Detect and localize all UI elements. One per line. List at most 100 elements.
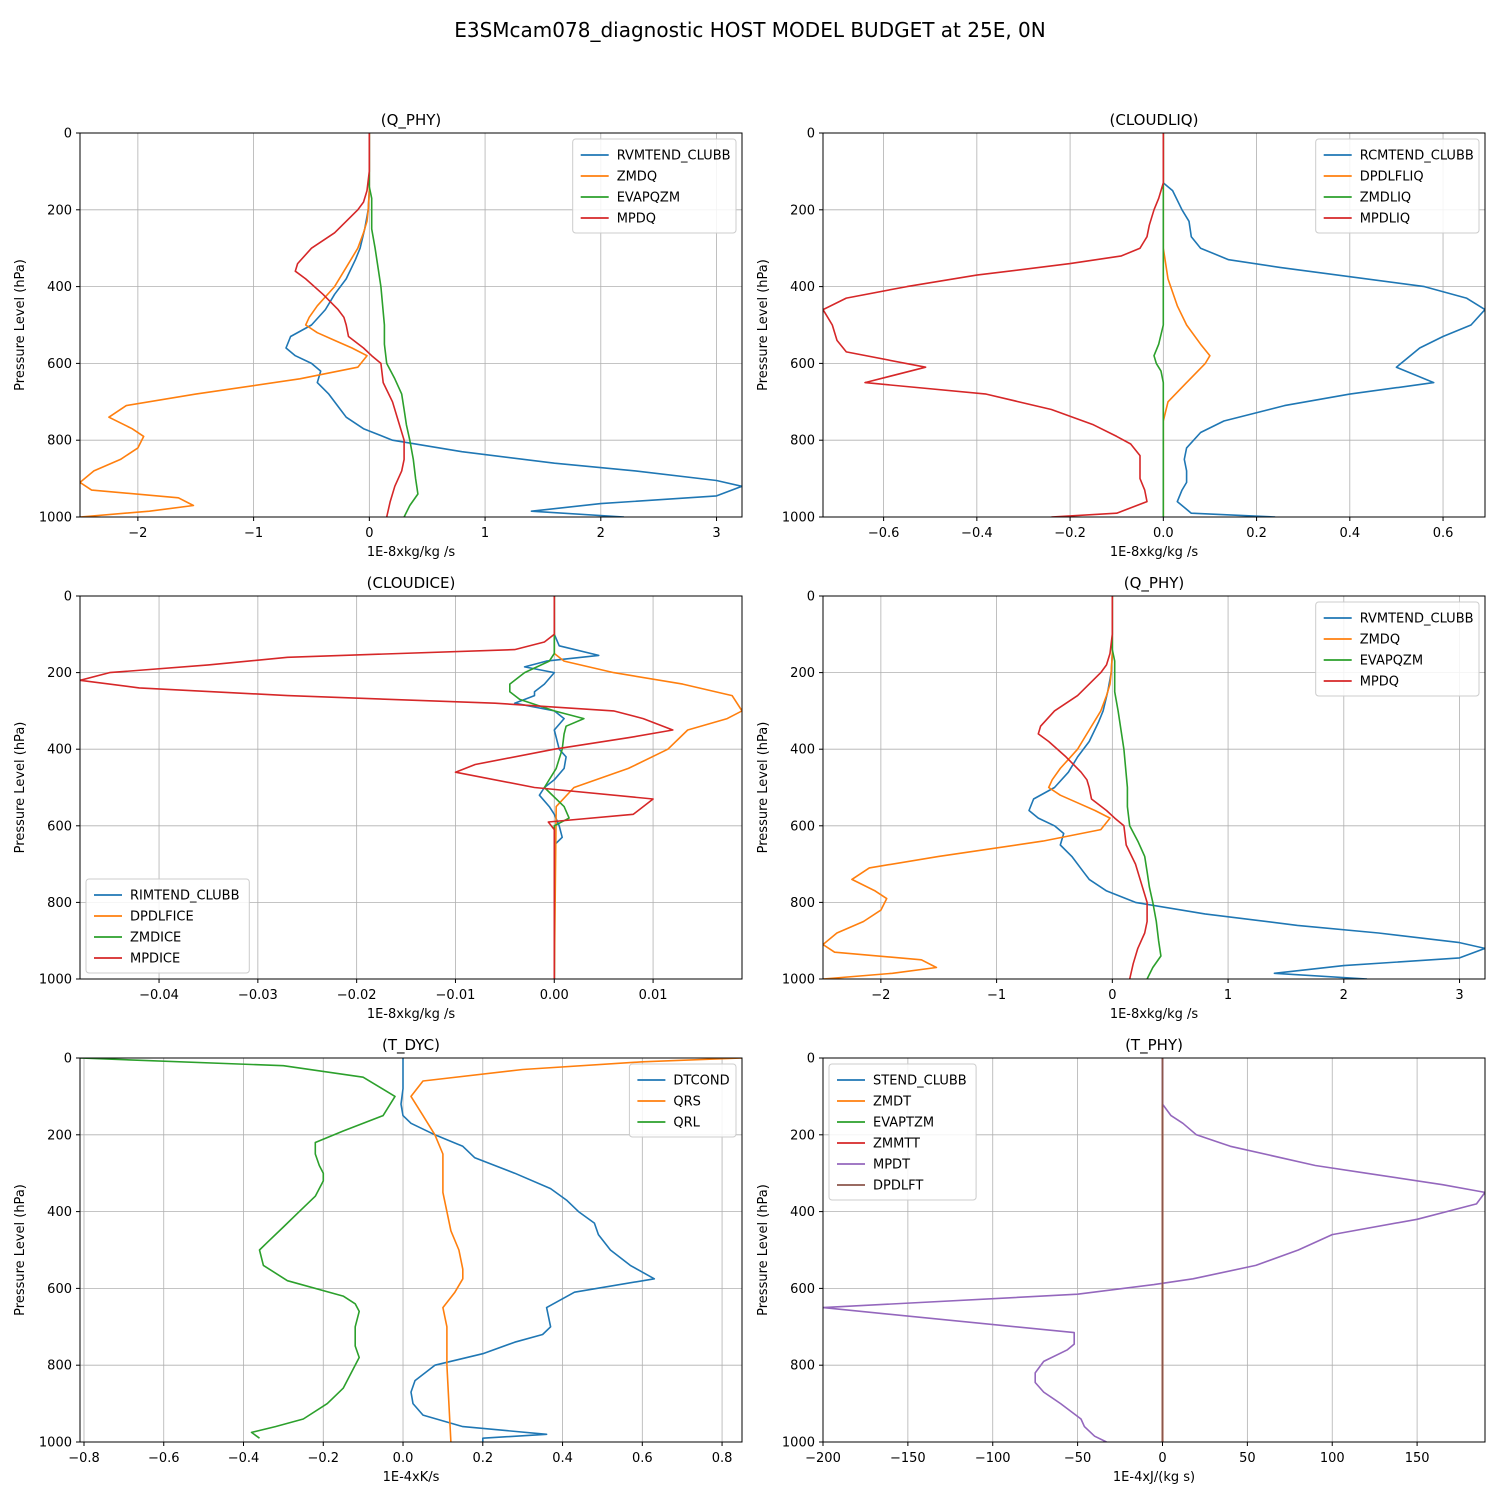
x-tick-label: 3 xyxy=(1455,988,1463,1003)
series-line-mpdice xyxy=(80,596,674,979)
legend-label: EVAPTZM xyxy=(873,1116,934,1131)
x-tick-label: −2 xyxy=(128,526,147,541)
panel-title: (Q_PHY) xyxy=(381,111,442,130)
panel-title: (Q_PHY) xyxy=(1124,574,1185,593)
series-line-mpdq xyxy=(1037,596,1148,979)
legend-label: RIMTEND_CLUBB xyxy=(130,889,240,904)
y-tick-label: 600 xyxy=(47,1282,72,1297)
x-tick-label: −2 xyxy=(871,988,890,1003)
legend: RVMTEND_CLUBB ZMDQ EVAPQZM MPDQ xyxy=(572,138,737,234)
legend-label: DPDLFT xyxy=(873,1179,923,1194)
x-tick-label: −0.6 xyxy=(868,526,900,541)
axes-frame xyxy=(822,1057,1486,1443)
axes-frame xyxy=(79,1057,743,1443)
x-tick-label: 0.6 xyxy=(632,1451,653,1466)
x-tick-label: 100 xyxy=(1320,1451,1345,1466)
y-tick-label: 0 xyxy=(807,1052,815,1067)
series-line-zmdice xyxy=(508,596,585,979)
y-axis-label: Pressure Level (hPa) xyxy=(13,1184,28,1316)
y-tick-label: 200 xyxy=(790,1128,815,1143)
figure-suptitle: E3SMcam078_diagnostic HOST MODEL BUDGET … xyxy=(454,18,1046,42)
x-tick-label: 0.0 xyxy=(393,1451,414,1466)
panel-title: (CLOUDLIQ) xyxy=(1110,111,1199,129)
legend-label: MPDQ xyxy=(1360,675,1399,690)
x-axis-label: 1E-4xK/s xyxy=(383,1470,440,1485)
panel-6: −200 −150 −100 −50 0 50 100 150 0 200 400 600 800 100… xyxy=(756,1036,1486,1485)
x-tick-label: −0.4 xyxy=(228,1451,260,1466)
series-line-dpdlfliq xyxy=(1162,133,1211,517)
y-tick-label: 200 xyxy=(790,203,815,218)
y-axis-label: Pressure Level (hPa) xyxy=(756,1184,771,1316)
x-tick-label: −0.6 xyxy=(148,1451,180,1466)
y-tick-label: 0 xyxy=(807,127,815,142)
legend-label: ZMDQ xyxy=(1360,633,1400,648)
legend: DTCOND QRS QRL xyxy=(628,1063,737,1138)
series-line-qrs xyxy=(410,1058,742,1442)
legend-label: QRS xyxy=(673,1095,701,1110)
y-axis-label: Pressure Level (hPa) xyxy=(13,722,28,854)
x-tick-label: −150 xyxy=(890,1451,926,1466)
legend-label: MPDT xyxy=(873,1158,910,1173)
legend-label: ZMDQ xyxy=(617,170,657,185)
y-tick-label: 600 xyxy=(790,357,815,372)
legend-label: STEND_CLUBB xyxy=(873,1074,967,1089)
x-tick-label: 0.2 xyxy=(472,1451,493,1466)
y-tick-label: 400 xyxy=(47,743,72,758)
series-line-dpdlfice xyxy=(553,596,742,979)
y-axis-label: Pressure Level (hPa) xyxy=(13,259,28,391)
panels-container: −2 −1 0 1 2 302004006008001000(Q_PHY)1E-8xkg/… xyxy=(13,111,1486,1485)
series-line-dtcond xyxy=(400,1058,656,1442)
series-line-mpdliq xyxy=(823,133,1165,517)
y-tick-label: 1000 xyxy=(782,511,815,526)
x-tick-label: −0.2 xyxy=(307,1451,339,1466)
x-tick-label: 1 xyxy=(1224,988,1232,1003)
legend-label: EVAPQZM xyxy=(617,191,680,206)
y-tick-label: 400 xyxy=(47,1205,72,1220)
panel-title: (T_DYC) xyxy=(382,1036,440,1055)
legend-label: DPDLFICE xyxy=(130,910,194,925)
y-tick-label: 400 xyxy=(790,280,815,295)
x-tick-label: −1 xyxy=(244,526,263,541)
panel-3: −0.04 −0.03 −0.02 −0.01 0.00 0.01 0 200 400 600 80… xyxy=(13,574,743,1022)
legend-label: MPDLIQ xyxy=(1360,212,1410,227)
x-tick-label: −100 xyxy=(975,1451,1011,1466)
panel-5: −0.8 −0.6 −0.4 −0.2 0.0 0.2 0.4 0.6 0.8 0 200 400 60… xyxy=(13,1036,743,1485)
y-tick-label: 400 xyxy=(790,1205,815,1220)
series-group xyxy=(823,596,1485,979)
y-tick-label: 1000 xyxy=(39,1436,72,1451)
x-tick-label: 50 xyxy=(1239,1451,1256,1466)
x-axis-label: 1E-8xkg/kg /s xyxy=(367,545,456,560)
legend: RIMTEND_CLUBB DPDLFICE ZMDICE MPDICE xyxy=(85,878,250,974)
x-tick-label: 0.8 xyxy=(712,1451,733,1466)
series-group xyxy=(80,596,742,979)
y-tick-label: 800 xyxy=(790,434,815,449)
y-tick-label: 0 xyxy=(64,590,72,605)
y-tick-label: 600 xyxy=(790,1282,815,1297)
legend-label: MPDQ xyxy=(617,212,656,227)
y-tick-label: 0 xyxy=(807,590,815,605)
series-line-rvmtend-clubb xyxy=(1028,596,1485,979)
y-tick-label: 800 xyxy=(790,896,815,911)
legend-label: MPDICE xyxy=(130,952,180,967)
y-tick-label: 200 xyxy=(47,1128,72,1143)
y-tick-label: 400 xyxy=(790,743,815,758)
x-axis-label: 1E-8xkg/kg /s xyxy=(367,1007,456,1022)
y-tick-label: 1000 xyxy=(782,1436,815,1451)
y-tick-label: 800 xyxy=(47,434,72,449)
panel-4: −2 −1 0 1 2 3 0 200 400 600 800 1000 (Q_PHY) 1E-8xkg/… xyxy=(756,574,1486,1022)
legend-box xyxy=(572,138,737,234)
panel-title: (CLOUDICE) xyxy=(367,574,456,592)
series-line-mpdq xyxy=(294,133,405,517)
y-tick-label: 600 xyxy=(47,819,72,834)
legend: RCMTEND_CLUBB DPDLFLIQ ZMDLIQ MPDLIQ xyxy=(1315,138,1480,234)
y-tick-label: 800 xyxy=(790,1359,815,1374)
x-tick-label: −0.04 xyxy=(139,988,179,1003)
legend-label: RCMTEND_CLUBB xyxy=(1360,149,1474,164)
axes-frame xyxy=(79,132,743,518)
x-tick-label: −0.8 xyxy=(68,1451,100,1466)
legend-label: ZMDICE xyxy=(130,931,181,946)
legend-box xyxy=(628,1063,737,1138)
legend-label: ZMDLIQ xyxy=(1360,191,1411,206)
y-tick-label: 800 xyxy=(47,896,72,911)
series-group xyxy=(823,1058,1485,1442)
